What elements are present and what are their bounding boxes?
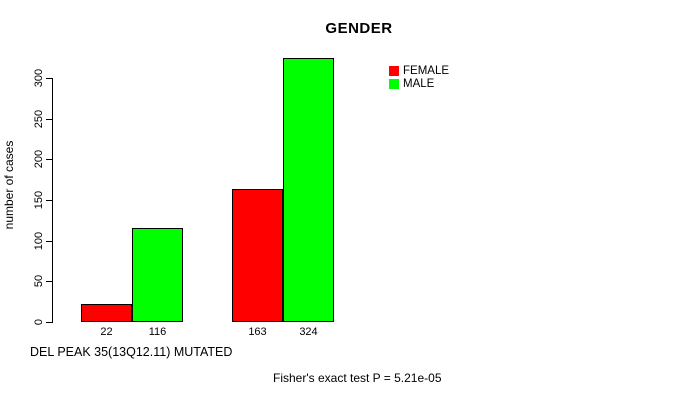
legend-item-female: FEMALE	[389, 65, 449, 77]
legend-swatch-female	[389, 66, 399, 76]
x-axis-caption: DEL PEAK 35(13Q12.11) MUTATED	[30, 345, 233, 359]
y-axis-tick	[46, 159, 52, 160]
fisher-test-annotation: Fisher's exact test P = 5.21e-05	[273, 371, 442, 385]
y-tick-label: 0	[33, 318, 45, 326]
y-tick-label: 100	[33, 231, 45, 251]
legend-item-male: MALE	[389, 78, 449, 90]
y-axis-tick	[46, 281, 52, 282]
bar-female-group1	[81, 304, 132, 322]
bar-value-label: 116	[148, 326, 167, 338]
y-axis-tick	[46, 322, 52, 323]
y-axis-tick	[46, 119, 52, 120]
bar-female-group2	[232, 189, 283, 322]
y-tick-label: 250	[33, 109, 45, 129]
y-axis-tick	[46, 200, 52, 201]
y-axis-tick	[46, 241, 52, 242]
y-axis-tick	[46, 78, 52, 79]
bar-value-label: 324	[299, 326, 318, 338]
legend-label-male: MALE	[403, 78, 435, 90]
y-tick-label: 150	[33, 190, 45, 210]
bar-male-group1	[132, 228, 183, 322]
y-tick-label: 200	[33, 149, 45, 169]
bar-value-label: 22	[100, 326, 113, 338]
y-axis-line	[52, 78, 53, 323]
bar-male-group2	[283, 58, 334, 322]
chart-title: GENDER	[325, 20, 393, 37]
legend: FEMALE MALE	[389, 65, 449, 91]
y-tick-label: 50	[33, 274, 45, 288]
legend-swatch-male	[389, 79, 399, 89]
legend-label-female: FEMALE	[403, 65, 450, 77]
bar-value-label: 163	[248, 326, 267, 338]
y-tick-label: 300	[33, 68, 45, 88]
